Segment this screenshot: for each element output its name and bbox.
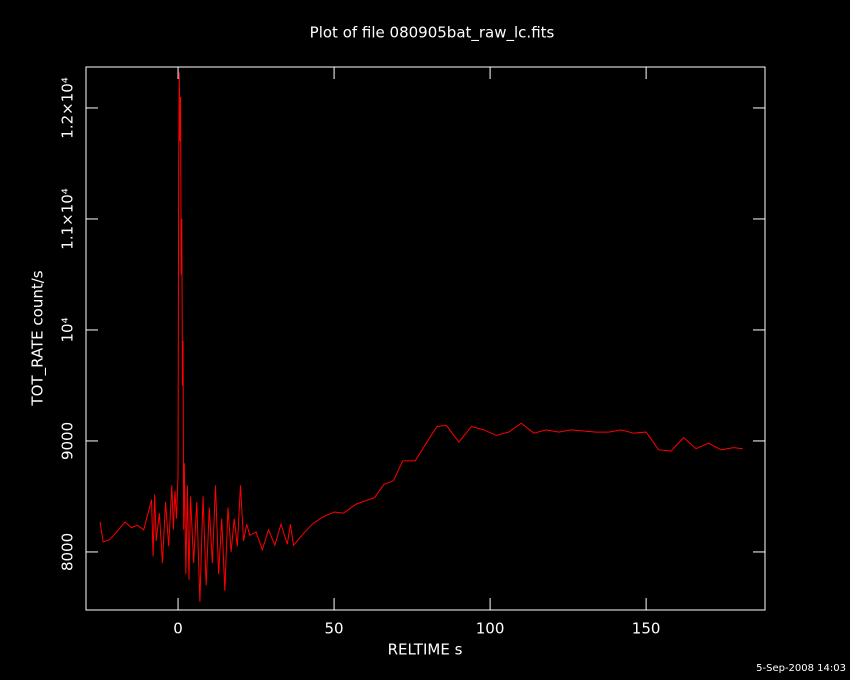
y-tick-label: 10⁴ (59, 317, 77, 342)
x-tick-label: 100 (476, 620, 505, 638)
x-axis-label: RELTIME s (388, 641, 463, 659)
y-axis-label: TOT_RATE count/s (29, 270, 48, 406)
chart-title: Plot of file 080905bat_raw_lc.fits (310, 24, 555, 43)
y-tick-label: 1.1×10⁴ (59, 188, 77, 250)
data-line (99, 72, 743, 602)
plot-frame (85, 66, 766, 611)
x-tick-label: 0 (173, 620, 183, 638)
x-tick-label: 150 (632, 620, 661, 638)
footer-date: 5-Sep-2008 14:03 (756, 663, 846, 674)
x-tick-label: 50 (325, 620, 344, 638)
y-tick-label: 1.2×10⁴ (59, 77, 77, 139)
y-tick-label: 9000 (59, 422, 77, 460)
y-tick-label: 8000 (59, 533, 77, 571)
